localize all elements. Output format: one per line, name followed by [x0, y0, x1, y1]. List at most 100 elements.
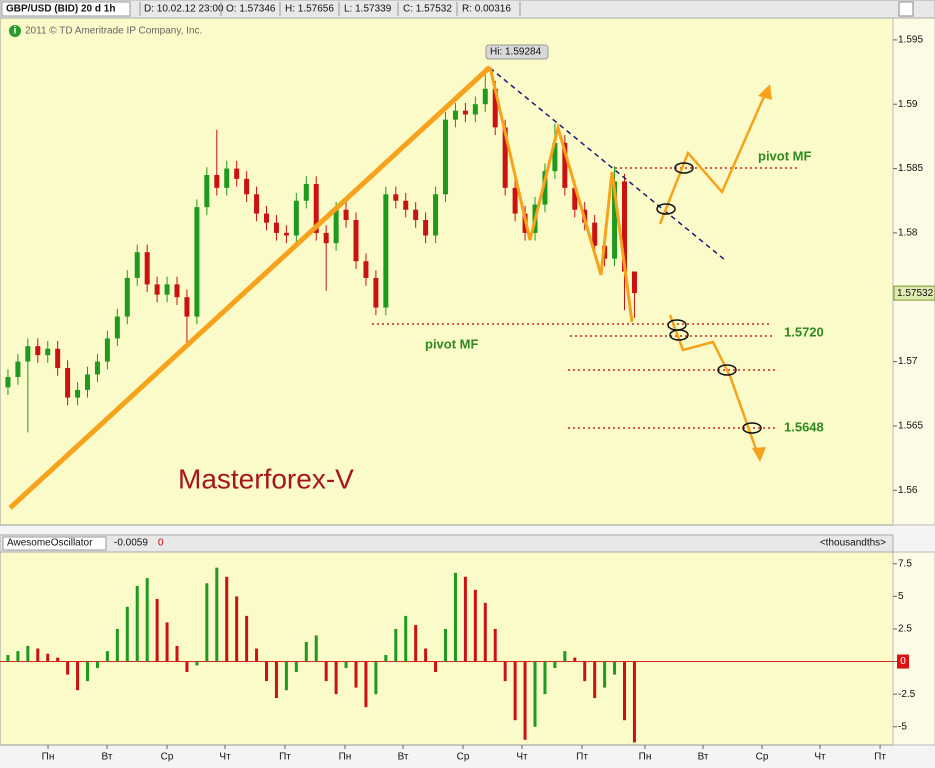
projection-down [668, 314, 759, 453]
copyright: 2011 © TD Ameritrade IP Company, Inc. [25, 26, 202, 37]
candle-body [622, 181, 628, 272]
candle-body [164, 284, 170, 295]
oscillator-bar [76, 661, 80, 691]
candle-body [75, 389, 81, 398]
oscillator-bar [394, 628, 398, 662]
level-label: 1.5720 [784, 324, 824, 339]
oscillator-bar [404, 615, 408, 662]
oscillator-bar [563, 651, 567, 662]
symbol: GBP/USD (BID) 20 d 1h [6, 4, 115, 15]
oscillator-bar [46, 653, 50, 662]
candle-body [462, 110, 468, 115]
y-tick-label: 1.56 [898, 485, 918, 496]
oscillator-bar [463, 576, 467, 662]
oscillator-bar [334, 661, 338, 695]
info-close: C: 1.57532 [403, 4, 452, 15]
zero-box [897, 654, 909, 669]
info-icon[interactable] [9, 25, 21, 37]
oscillator-bar [603, 661, 607, 688]
candle-body [65, 368, 71, 398]
units-label: <thousandths> [820, 538, 886, 549]
candle-body [612, 181, 618, 259]
candle-body [45, 348, 51, 356]
candle-body [264, 213, 270, 223]
oscillator-bar [86, 661, 90, 682]
oscillator-bar [632, 661, 636, 743]
symbol-box [1, 1, 131, 17]
oscillator-bar [235, 596, 239, 662]
arrow-down [752, 447, 766, 462]
candle-body [5, 377, 11, 388]
candle-body [433, 194, 439, 236]
info-open: O: 1.57346 [226, 4, 276, 15]
last-price-label: 1.57532 [897, 288, 934, 299]
y-tick-label: 1.58 [898, 228, 918, 239]
oscillator-bar [424, 648, 428, 662]
oscillator-bar [583, 661, 587, 682]
oscillator-bar [513, 661, 517, 721]
x-tick-label: Ср [457, 752, 470, 763]
candle-body [383, 194, 389, 308]
oscillator-bar [354, 661, 358, 688]
watermark: Masterforex-V [178, 463, 354, 494]
candle-body [452, 110, 458, 120]
oscillator-bar [225, 576, 229, 662]
candle-body [512, 187, 518, 214]
candle-body [562, 142, 568, 188]
y-tick-label: -5 [898, 721, 907, 732]
trend-line [489, 67, 726, 261]
candle-body [204, 174, 210, 208]
oscillator-bar [384, 655, 388, 662]
oscillator-bar [573, 657, 577, 662]
y-tick-label: 1.565 [898, 421, 923, 432]
x-tick-label: Чт [814, 752, 826, 763]
candle-body [572, 187, 578, 210]
oscillator-bar [483, 602, 487, 662]
candle-body [114, 316, 120, 339]
oscillator-bar [493, 628, 497, 662]
x-tick-label: Пт [279, 752, 291, 763]
candle-body [124, 277, 130, 317]
info-high: H: 1.57656 [285, 4, 334, 15]
oscillator-bar [165, 622, 169, 662]
candle-body [393, 194, 399, 201]
oscillator-bar [95, 661, 99, 669]
candle-body [35, 346, 41, 356]
oscillator-bar [175, 645, 179, 662]
oscillator-bar [135, 585, 139, 662]
oscillator-bar [444, 628, 448, 662]
candle-body [423, 220, 429, 236]
info-low: L: 1.57339 [344, 4, 392, 15]
oscillator-bar [294, 661, 298, 672]
candle-body [353, 220, 359, 262]
oscillator-bar [255, 648, 259, 662]
header-bar [0, 0, 935, 19]
y-tick-label: 1.57 [898, 356, 918, 367]
candle-body [15, 361, 21, 378]
pivot-marks [656, 162, 762, 434]
candle-body [502, 127, 508, 188]
oscillator-bar [374, 661, 378, 695]
oscillator-bar [125, 606, 129, 662]
oscillator-bar [185, 661, 189, 672]
settings-button[interactable] [898, 1, 914, 17]
oscillator-bar [503, 661, 507, 682]
oscillator-bar [324, 661, 328, 682]
oscillator-bar [533, 661, 537, 727]
candle-body [134, 252, 140, 278]
marks: 1.56 1.565 1.57 1.58 1.585 1.59 1.595 1.57532 -5… [0, 35, 935, 763]
y-tick-label: -2.5 [898, 689, 916, 700]
indicator-name: AwesomeOscillator [7, 538, 93, 549]
candle-body [492, 88, 498, 128]
level-label: 1.5648 [784, 419, 824, 434]
oscillator-bar [284, 661, 288, 691]
oscillator-bar [613, 661, 617, 675]
hi-box [485, 44, 549, 60]
oscillator-bar [145, 578, 149, 662]
x-tick-label: Пт [874, 752, 886, 763]
oscillator-bar [434, 661, 438, 672]
candle-body [333, 209, 339, 244]
candle-body [482, 88, 488, 105]
